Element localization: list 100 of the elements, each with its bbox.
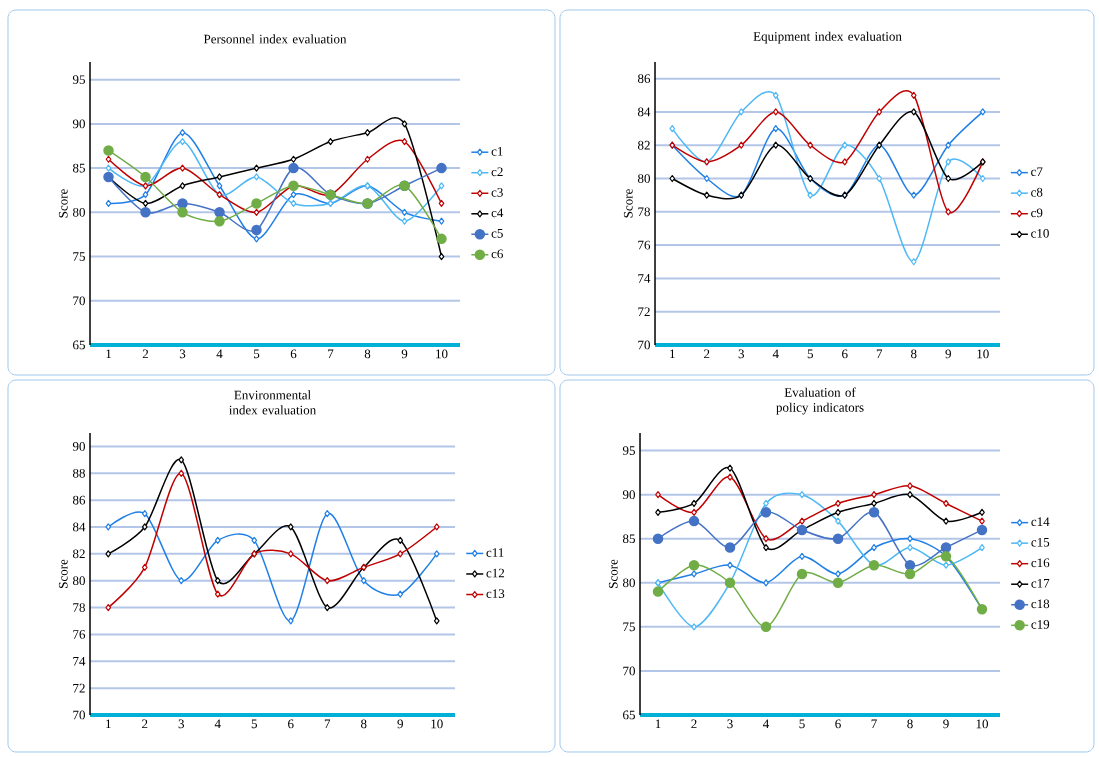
x-tick-label: 10	[977, 349, 989, 359]
x-tick-label: 3	[178, 719, 185, 729]
y-tick-label: 82	[637, 140, 650, 150]
legend-label: c19	[1031, 620, 1050, 629]
legend-label: c14	[1031, 517, 1050, 527]
x-tick-label: 8	[364, 349, 371, 359]
y-tick-label: 86	[637, 74, 651, 84]
y-tick-label: 72	[73, 683, 85, 693]
y-tick-label: 84	[72, 522, 86, 532]
y-tick-label: 90	[622, 490, 635, 500]
x-tick-label: 9	[397, 719, 403, 729]
x-tick-label: 6	[288, 719, 294, 729]
chart-title: Personnel index evaluation	[203, 34, 347, 44]
x-tick-label: 8	[361, 719, 367, 729]
x-tick-label: 4	[214, 719, 221, 729]
chart-title: Evaluation of policy indicators	[776, 387, 864, 415]
y-tick-label: 70	[73, 710, 85, 720]
x-tick-label: 6	[290, 349, 297, 359]
x-tick-label: 3	[727, 719, 733, 729]
legend-label: c17	[1031, 578, 1050, 588]
y-tick-label: 78	[638, 207, 650, 217]
y-tick-label: 85	[622, 534, 635, 544]
legend-label: c1	[491, 146, 503, 156]
legend-label: c12	[486, 568, 505, 578]
legend-label: c8	[1031, 187, 1043, 197]
x-tick-label: 5	[799, 719, 805, 729]
x-tick-label: 10	[431, 719, 443, 729]
x-tick-label: 1	[106, 719, 111, 729]
legend-label: c9	[1031, 208, 1043, 218]
y-tick-label: 84	[637, 107, 651, 117]
legend-label: c2	[491, 167, 503, 177]
x-tick-label: 1	[655, 719, 661, 729]
x-tick-label: 6	[835, 719, 841, 729]
y-axis-title: Score	[608, 559, 618, 588]
legend-label: c6	[491, 249, 503, 259]
x-tick-label: 2	[691, 719, 697, 729]
x-tick-label: 3	[738, 349, 745, 359]
x-tick-label: 7	[328, 349, 334, 359]
y-tick-label: 95	[72, 75, 85, 85]
x-tick-label: 5	[254, 349, 260, 359]
y-tick-label: 78	[73, 603, 85, 612]
y-tick-label: 70	[638, 340, 650, 350]
y-tick-label: 72	[638, 307, 650, 316]
y-tick-label: 80	[622, 578, 635, 588]
x-tick-label: 3	[179, 349, 186, 359]
y-axis-title: Score	[58, 559, 68, 588]
legend-label: c18	[1031, 599, 1050, 609]
legend-label: c11	[486, 548, 504, 557]
y-tick-label: 80	[637, 174, 650, 183]
x-tick-label: 2	[142, 349, 149, 359]
x-tick-label: 9	[401, 349, 408, 359]
y-tick-label: 65	[73, 340, 85, 350]
x-tick-label: 4	[763, 719, 770, 729]
y-tick-label: 65	[623, 710, 635, 720]
y-tick-label: 76	[638, 240, 651, 250]
x-tick-label: 5	[807, 349, 814, 359]
y-tick-label: 80	[72, 576, 85, 586]
x-tick-label: 8	[911, 349, 917, 359]
chart-title: Equipment index evaluation	[753, 31, 902, 44]
y-axis-title: Score	[623, 189, 633, 218]
x-tick-label: 4	[772, 349, 779, 359]
x-tick-label: 10	[976, 719, 989, 729]
legend-label: c15	[1031, 537, 1050, 547]
x-tick-label: 9	[945, 349, 951, 359]
x-tick-label: 2	[704, 349, 710, 359]
legend-label: c13	[486, 589, 505, 598]
y-tick-label: 75	[623, 622, 635, 632]
chart-title: Environmental index evaluation	[229, 390, 316, 415]
y-tick-label: 74	[73, 656, 86, 666]
x-tick-label: 2	[142, 719, 148, 729]
x-tick-label: 8	[907, 719, 913, 729]
y-tick-label: 82	[72, 549, 85, 559]
x-tick-label: 6	[842, 349, 848, 359]
y-tick-label: 86	[72, 495, 86, 505]
legend-label: c7	[1031, 167, 1043, 177]
legend-label: c16	[1031, 558, 1050, 568]
x-tick-label: 9	[943, 719, 949, 729]
y-axis-title: Score	[58, 189, 68, 218]
y-tick-label: 76	[73, 630, 86, 639]
y-tick-label: 88	[72, 468, 85, 478]
x-tick-label: 7	[871, 719, 877, 729]
y-tick-label: 70	[73, 296, 85, 306]
x-tick-label: 7	[876, 349, 883, 359]
y-tick-label: 70	[623, 666, 635, 676]
legend-label: c3	[491, 187, 503, 197]
legend-label: c10	[1031, 228, 1049, 238]
y-tick-label: 80	[72, 207, 85, 217]
y-tick-label: 75	[73, 252, 85, 261]
legend-label: c5	[491, 229, 503, 238]
x-tick-label: 1	[670, 349, 675, 359]
y-tick-label: 90	[72, 442, 85, 451]
x-tick-label: 5	[251, 719, 258, 729]
x-tick-label: 10	[436, 349, 448, 359]
y-tick-label: 74	[638, 274, 651, 283]
x-tick-label: 4	[216, 349, 223, 359]
x-tick-label: 7	[324, 719, 331, 729]
y-tick-label: 90	[72, 119, 85, 129]
x-tick-label: 1	[106, 349, 111, 359]
y-tick-label: 85	[72, 163, 85, 173]
legend-label: c4	[491, 208, 504, 218]
